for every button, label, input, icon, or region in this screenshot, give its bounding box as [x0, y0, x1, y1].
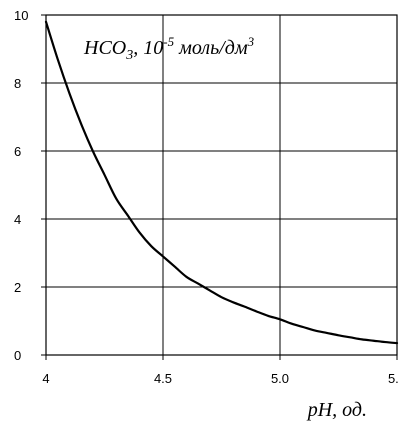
x-tick-label: 5.5	[388, 371, 399, 386]
chart-title: HCO3, 10-5 моль/дм3	[83, 34, 255, 63]
y-tick-label: 0	[14, 348, 21, 363]
x-tick-label: 4	[42, 371, 49, 386]
x-axis-label: pH, од.	[306, 399, 367, 421]
y-tick-label: 2	[14, 280, 21, 295]
x-tick-label: 4.5	[154, 371, 172, 386]
series-line-0	[44, 20, 399, 345]
title-unit-text: моль/дм	[174, 37, 248, 59]
title-unit-superscript: 3	[247, 34, 255, 49]
grid	[46, 14, 397, 355]
x-tick-labels: 4 4.5 5.0 5.5	[42, 371, 399, 386]
y-tick-label: 8	[14, 76, 21, 91]
axes	[41, 14, 398, 360]
title-base: HCO	[83, 37, 126, 59]
y-tick-label: 4	[14, 212, 21, 227]
title-superscript: -5	[163, 34, 174, 49]
y-tick-label: 6	[14, 144, 21, 159]
title-comma-text: , 10	[133, 37, 163, 59]
y-tick-label: 10	[14, 8, 28, 23]
x-tick-label: 5.0	[271, 371, 289, 386]
y-tick-labels: 0 2 4 6 8 10	[14, 8, 28, 363]
title-subscript: 3	[125, 48, 133, 63]
plot-frame	[45, 14, 398, 356]
series-layer	[44, 20, 399, 345]
